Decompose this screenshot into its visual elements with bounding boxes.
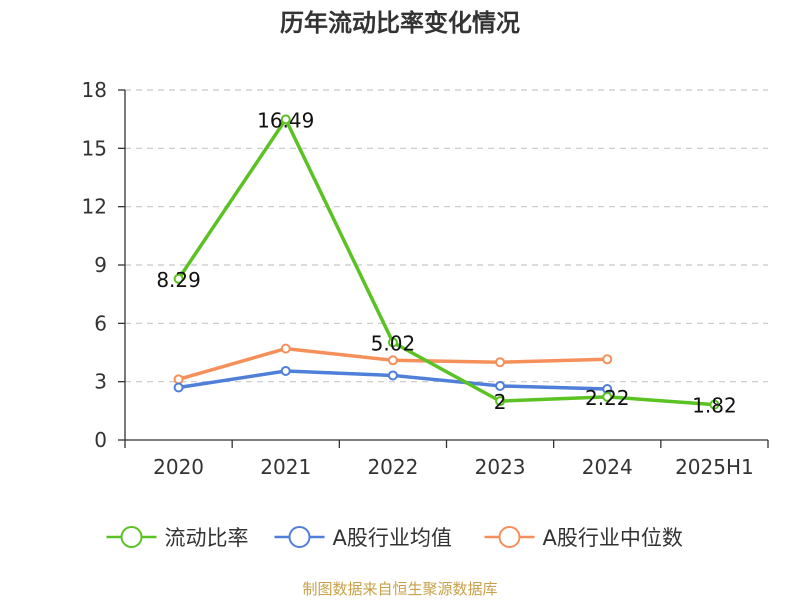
data-point[interactable] [495, 357, 506, 368]
x-tick-label: 2020 [153, 455, 204, 479]
data-label: 2.22 [585, 386, 630, 410]
data-point[interactable] [173, 273, 184, 284]
data-point[interactable] [709, 399, 720, 410]
x-tick-label: 2021 [260, 455, 311, 479]
data-point[interactable] [173, 382, 184, 393]
data-point[interactable] [387, 370, 398, 381]
data-point[interactable] [280, 365, 291, 376]
chart-title: 历年流动比率变化情况 [280, 9, 520, 37]
x-tick-label: 2024 [582, 455, 633, 479]
legend-label: A股行业中位数 [543, 526, 683, 550]
data-point[interactable] [495, 380, 506, 391]
data-point[interactable] [387, 355, 398, 366]
grid [125, 89, 768, 383]
data-point[interactable] [387, 337, 398, 348]
y-tick-label: 6 [94, 311, 107, 335]
data-point[interactable] [280, 343, 291, 354]
data-point[interactable] [602, 354, 613, 365]
data-labels: 8.29 16.49 5.02 2 2.22 1.82 [156, 108, 736, 417]
series-group [173, 114, 720, 410]
y-tick-label: 15 [82, 136, 107, 160]
axes: 0 3 6 9 12 15 18 2020 2021 2022 2023 2024 2025H1 [82, 78, 769, 479]
legend-label: A股行业均值 [333, 526, 452, 550]
data-point[interactable] [602, 391, 613, 402]
y-tick-label: 9 [94, 253, 107, 277]
data-point[interactable] [495, 396, 506, 407]
data-point[interactable] [173, 374, 184, 385]
y-tick-label: 0 [94, 428, 107, 452]
data-label: 1.82 [692, 394, 737, 418]
source-note: 制图数据来自恒生聚源数据库 [302, 580, 497, 598]
legend-marker [498, 526, 521, 548]
y-tick-label: 18 [82, 78, 107, 102]
legend-marker [288, 526, 311, 548]
legend-item[interactable]: A股行业中位数 [484, 526, 683, 550]
y-tick-label: 12 [82, 195, 107, 219]
legend-marker [120, 526, 143, 548]
legend-item[interactable]: A股行业均值 [274, 526, 452, 550]
legend-label: 流动比率 [165, 526, 249, 550]
data-label: 5.02 [371, 331, 416, 355]
series-line [177, 117, 715, 407]
data-point[interactable] [280, 114, 291, 125]
y-tick-label: 3 [94, 370, 107, 394]
x-tick-label: 2025H1 [675, 455, 754, 479]
data-label: 8.29 [156, 268, 201, 292]
data-label: 16.49 [257, 108, 314, 132]
x-tick-label: 2023 [475, 455, 526, 479]
legend-item[interactable]: 流动比率 [106, 526, 249, 550]
x-tick-label: 2022 [367, 455, 418, 479]
data-label: 2 [494, 390, 507, 414]
legend[interactable]: 流动比率 A股行业均值 A股行业中位数 [106, 526, 683, 550]
